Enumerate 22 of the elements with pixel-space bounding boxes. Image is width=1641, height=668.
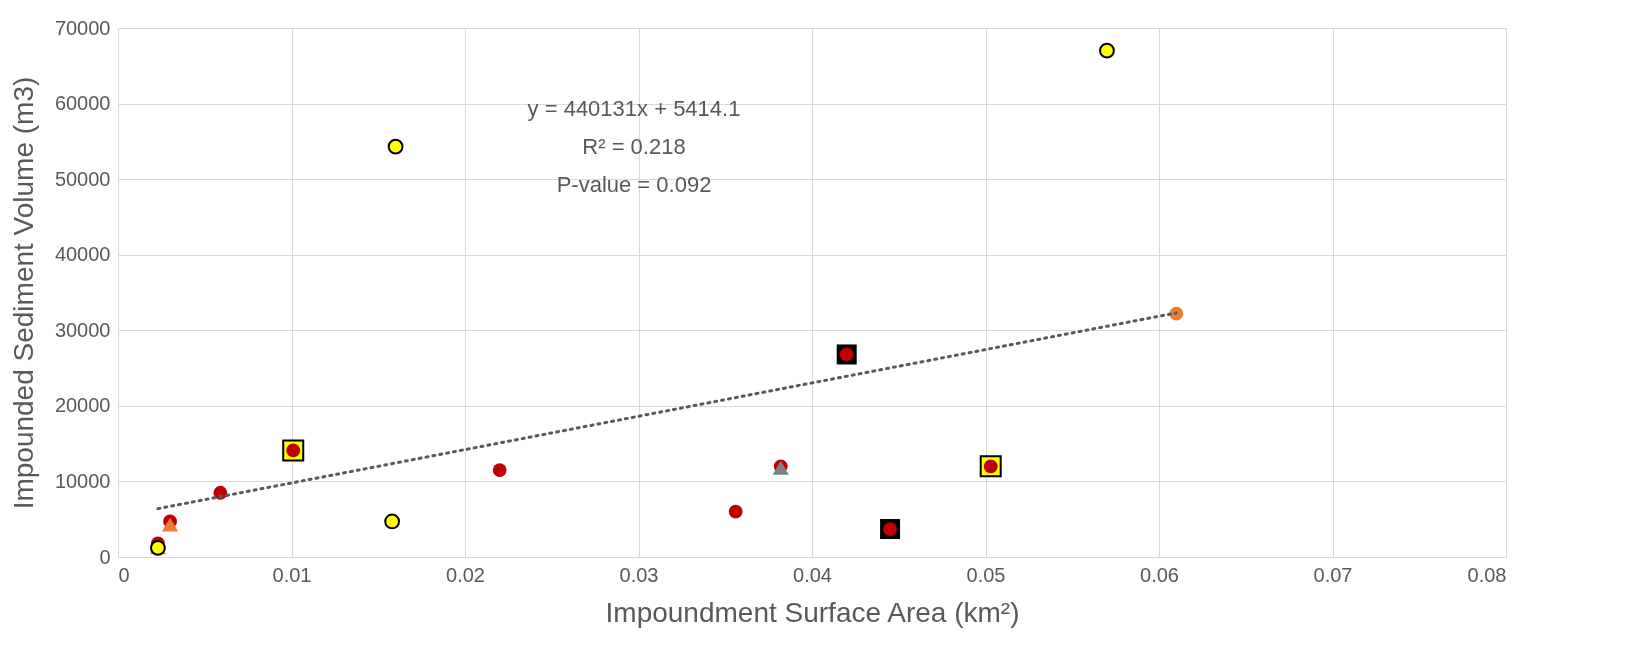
x-axis-title: Impoundment Surface Area (km²) — [605, 596, 1020, 628]
x-tick-label: 0.01 — [272, 563, 312, 586]
y-tick-label: 50000 — [54, 167, 111, 190]
y-tick-label: 0 — [99, 545, 111, 568]
y-tick-label: 70000 — [54, 16, 111, 39]
y-tick-label: 30000 — [54, 318, 111, 341]
x-tick-label: 0 — [118, 563, 130, 586]
y-tick-label: 60000 — [54, 92, 111, 115]
x-tick-label: 0.05 — [966, 563, 1006, 586]
annotation: y = 440131x + 5414.1 — [527, 96, 741, 121]
x-tick-label: 0.04 — [793, 563, 832, 586]
x-tick-label: 0.03 — [619, 563, 659, 586]
y-tick-label: 40000 — [54, 243, 111, 266]
annotation: R² = 0.218 — [582, 134, 686, 159]
y-axis-title: Impounded Sediment Volume (m3) — [7, 76, 39, 510]
x-tick-label: 0.06 — [1140, 563, 1179, 586]
x-tick-label: 0.02 — [446, 563, 485, 586]
x-tick-label: 0.08 — [1467, 563, 1507, 586]
y-tick-label: 20000 — [54, 394, 111, 417]
y-tick-label: 10000 — [54, 469, 111, 492]
annotation: P-value = 0.092 — [556, 172, 712, 197]
x-tick-label: 0.07 — [1313, 563, 1353, 586]
